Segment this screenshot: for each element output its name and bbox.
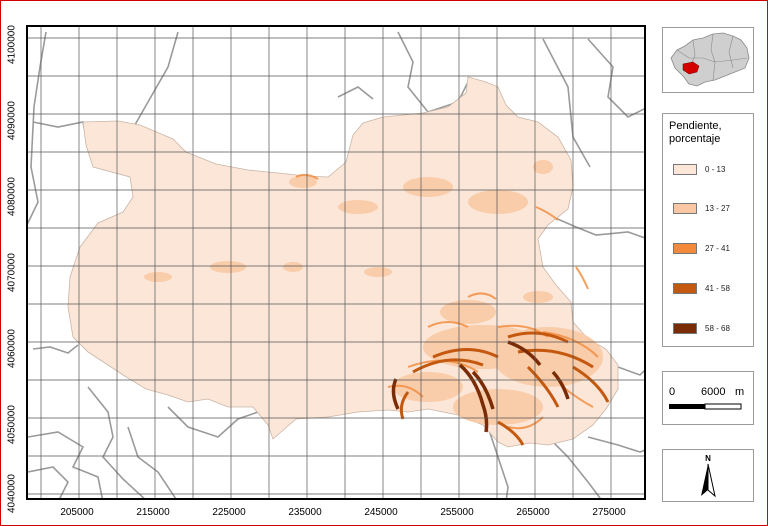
x-tick-label: 225000	[212, 507, 246, 518]
legend-swatch	[673, 163, 697, 175]
inset-locator-panel	[662, 27, 754, 93]
x-tick-label: 275000	[592, 507, 626, 518]
study-area-highlight	[682, 61, 700, 75]
municipal-boundaries	[28, 31, 644, 498]
legend-item: 0 - 13	[673, 162, 725, 176]
x-tick-label: 245000	[364, 507, 398, 518]
slope-58-68-areas	[391, 340, 570, 433]
x-tick-label: 205000	[60, 507, 94, 518]
legend-title-line-1: Pendiente,	[669, 120, 722, 132]
north-arrow-icon: N	[701, 454, 716, 498]
legend-item: 58 - 68	[673, 321, 730, 335]
study-area-polygon[interactable]	[67, 76, 619, 448]
legend-swatch	[673, 242, 697, 254]
slope-map[interactable]	[28, 27, 646, 500]
legend-label: 0 - 13	[705, 164, 726, 174]
legend-item: 27 - 41	[673, 241, 730, 255]
legend-item: 13 - 27	[673, 201, 730, 215]
y-tick-label: 4070000	[6, 253, 18, 293]
scalebar-graphic	[669, 403, 742, 410]
x-tick-label: 235000	[288, 507, 322, 518]
slope-41-58-areas	[399, 331, 610, 446]
legend-swatch	[673, 282, 697, 294]
legend-title-line-2: porcentaje	[669, 133, 721, 145]
north-arrow-panel: N	[662, 449, 754, 502]
y-tick-label: 4050000	[6, 405, 18, 445]
legend-label: 13 - 27	[705, 203, 730, 213]
legend-swatch	[673, 322, 697, 334]
scalebar-panel: 0 6000 m	[662, 371, 754, 425]
y-tick-label: 4060000	[6, 329, 18, 369]
scalebar-end-label: 6000	[701, 386, 726, 398]
legend-label: 41 - 58	[705, 283, 730, 293]
scalebar-start-label: 0	[669, 386, 676, 398]
legend-label: 58 - 68	[705, 323, 730, 333]
legend-item: 41 - 58	[673, 281, 730, 295]
legend-panel: Pendiente, porcentaje 0 - 13 13 - 27 27 …	[662, 113, 754, 347]
y-tick-label: 4080000	[6, 177, 18, 217]
y-tick-label: 4040000	[6, 474, 18, 514]
legend-label: 27 - 41	[705, 243, 730, 253]
inset-locator-map	[670, 32, 750, 87]
scalebar-unit-label: m	[735, 386, 745, 398]
legend-title: Pendiente, porcentaje	[669, 120, 722, 146]
map-frame[interactable]	[26, 25, 646, 500]
y-tick-label: 4090000	[6, 101, 18, 141]
coordinate-grid	[28, 27, 644, 498]
x-tick-label: 265000	[516, 507, 550, 518]
north-label: N	[705, 454, 711, 463]
x-tick-label: 255000	[440, 507, 474, 518]
x-tick-label: 215000	[136, 507, 170, 518]
legend-swatch	[673, 202, 697, 214]
y-tick-label: 4100000	[6, 25, 18, 65]
